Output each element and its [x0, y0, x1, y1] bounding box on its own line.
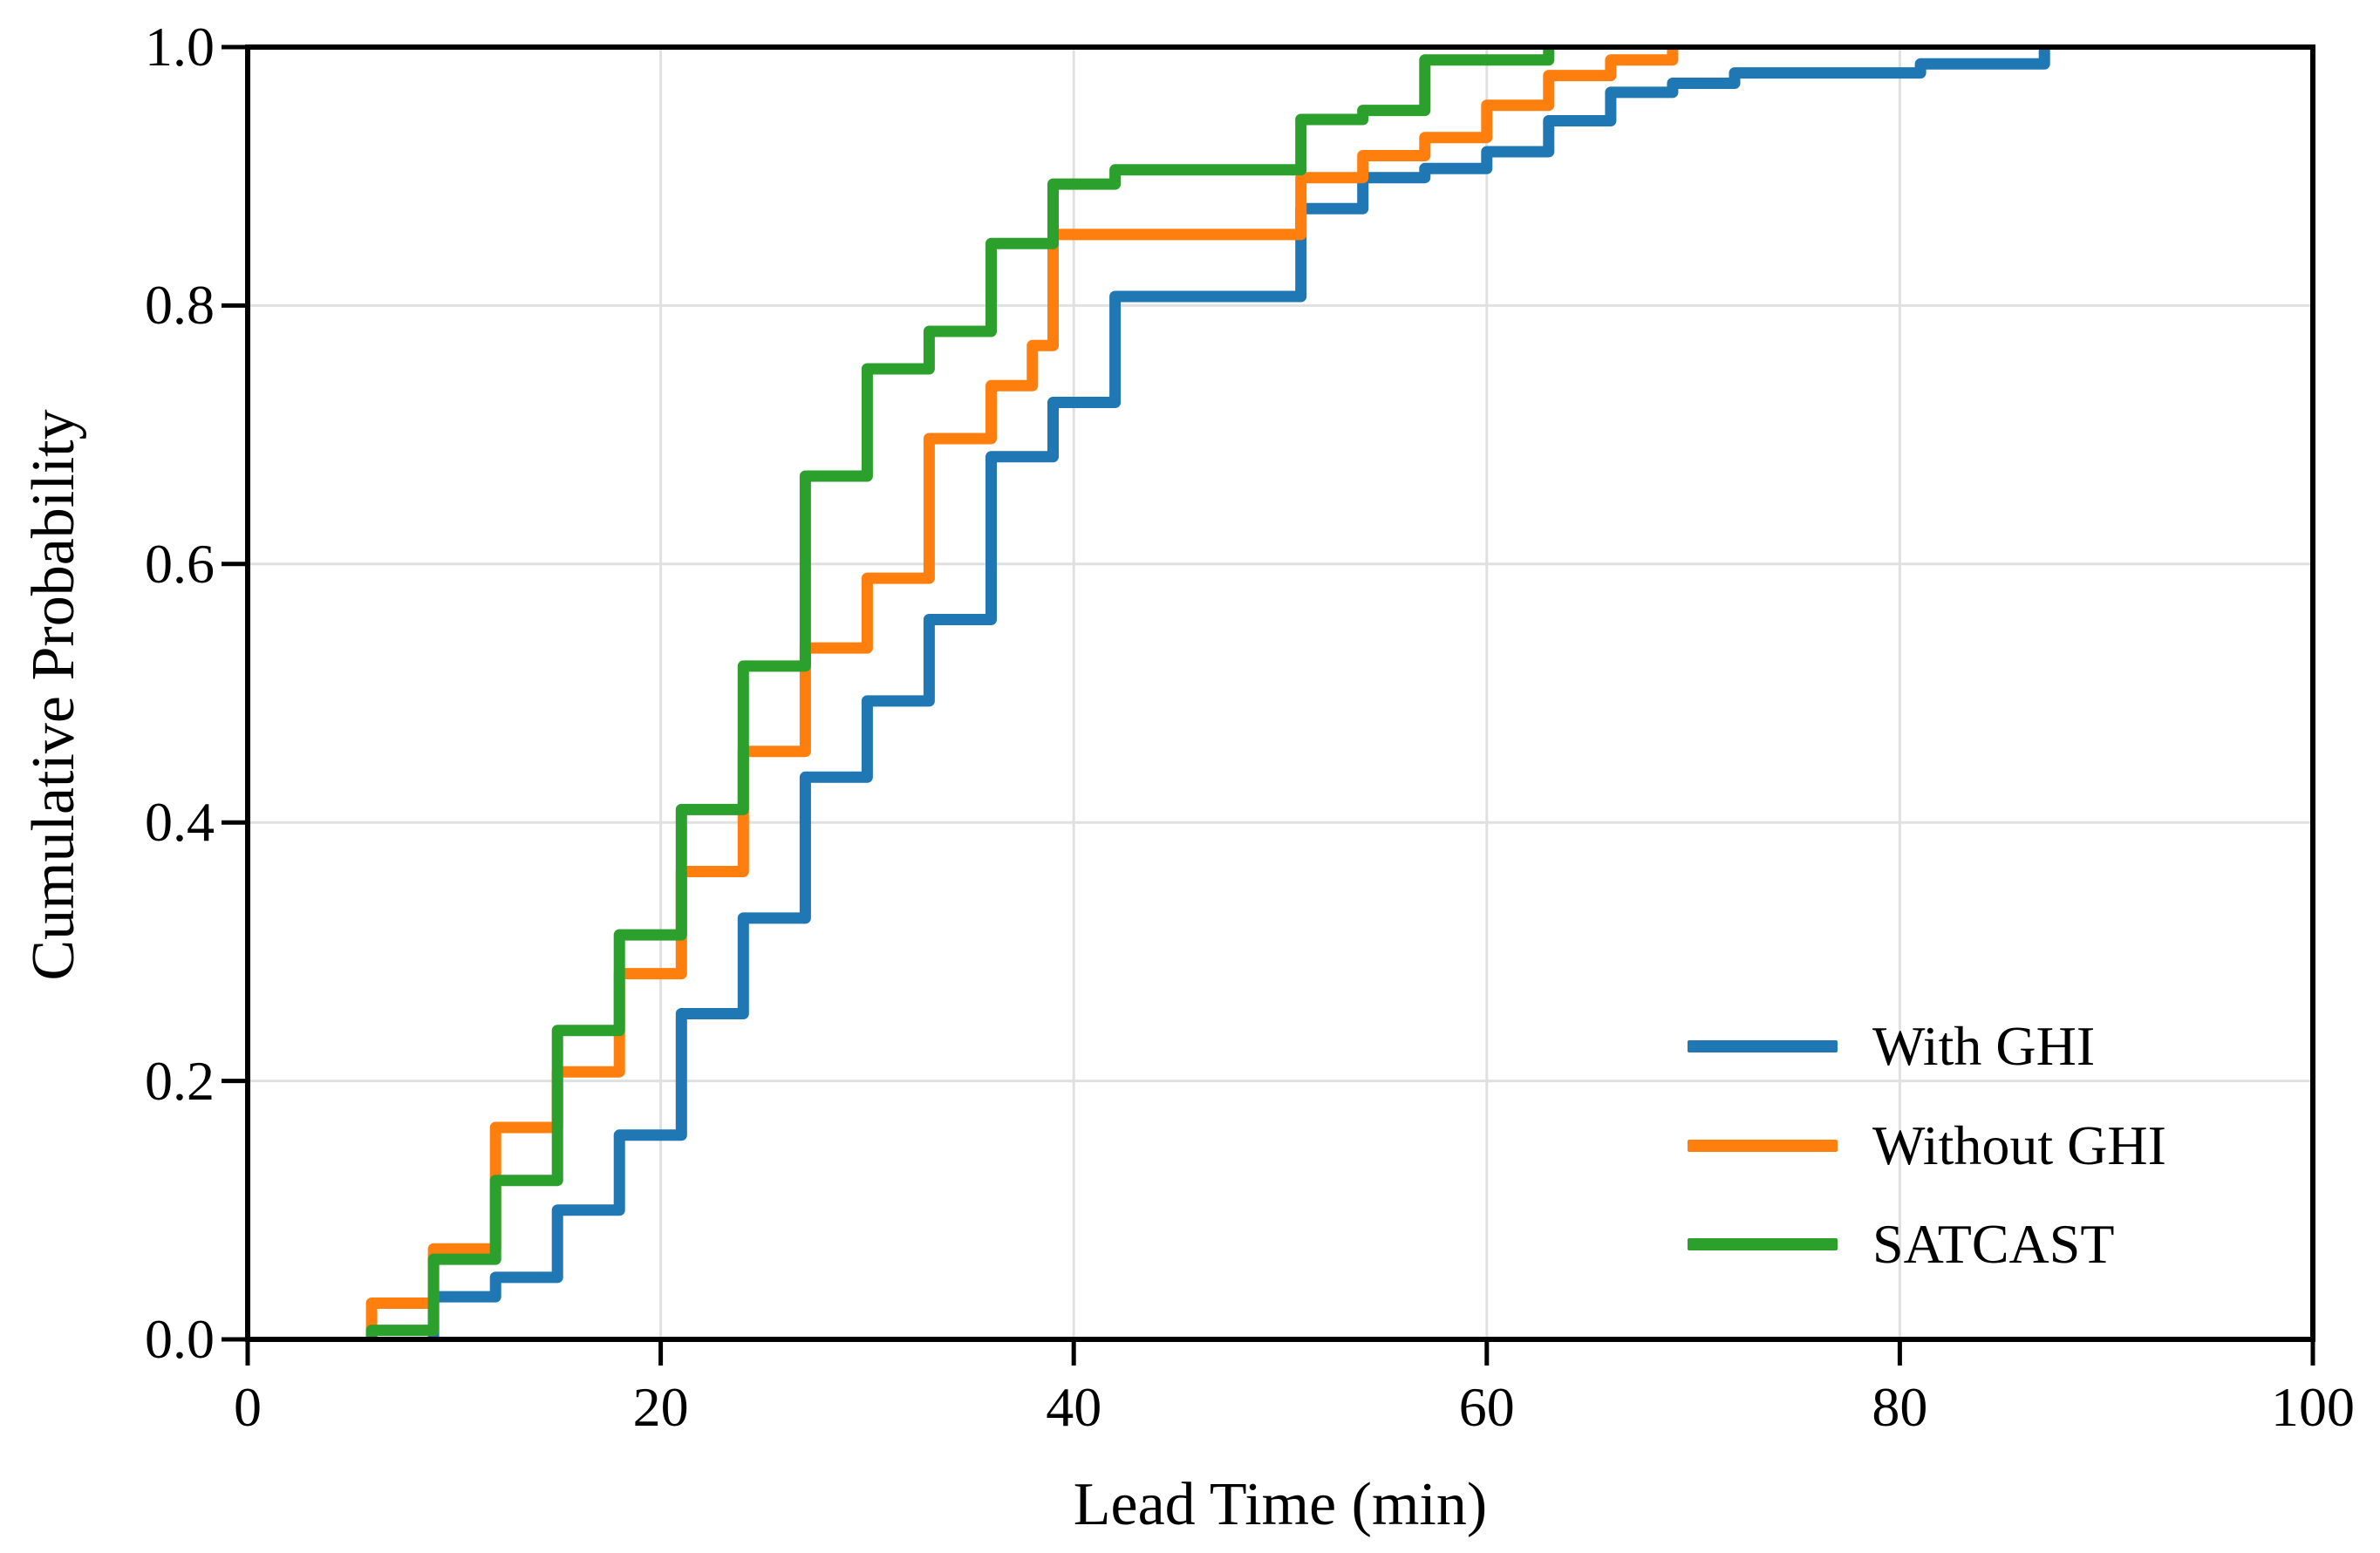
- axis-tick-marks: [222, 44, 2315, 1366]
- legend-item-satcast: SATCAST: [1688, 1199, 2114, 1290]
- gridlines: [248, 47, 2313, 1339]
- y-tick-label: 0.4: [145, 791, 215, 854]
- cdf-curve-satcast: [365, 47, 1555, 1339]
- y-tick-label: 0.6: [145, 532, 215, 595]
- y-tick-label: 0.0: [145, 1308, 215, 1370]
- y-tick-label: 0.8: [145, 274, 215, 337]
- x-tick-label: 0: [234, 1376, 262, 1438]
- legend-swatch: [1688, 1140, 1838, 1152]
- legend-swatch: [1688, 1040, 1838, 1052]
- x-tick-label: 20: [632, 1376, 689, 1438]
- legend-label: SATCAST: [1872, 1213, 2115, 1275]
- x-tick-label: 40: [1046, 1376, 1102, 1438]
- legend-item-with-ghi: With GHI: [1688, 1001, 2095, 1092]
- legend-item-without-ghi: Without GHI: [1688, 1100, 2166, 1191]
- axes-spines: [245, 44, 2315, 1342]
- x-tick-label: 100: [2271, 1376, 2355, 1438]
- cdf-curve-with-ghi: [427, 47, 2050, 1339]
- y-tick-label: 0.2: [145, 1049, 215, 1112]
- x-tick-label: 60: [1458, 1376, 1515, 1438]
- plot-border: [245, 44, 2315, 1342]
- legend-label: Without GHI: [1872, 1114, 2166, 1176]
- y-axis-title: Cumulative Probability: [20, 409, 87, 981]
- legend-swatch: [1688, 1238, 1838, 1250]
- cdf-curves: [365, 47, 2050, 1339]
- y-tick-label: 1.0: [145, 16, 215, 78]
- x-axis-title: Lead Time (min): [1073, 1471, 1488, 1538]
- legend-label: With GHI: [1872, 1015, 2096, 1077]
- x-tick-label: 80: [1872, 1376, 1928, 1438]
